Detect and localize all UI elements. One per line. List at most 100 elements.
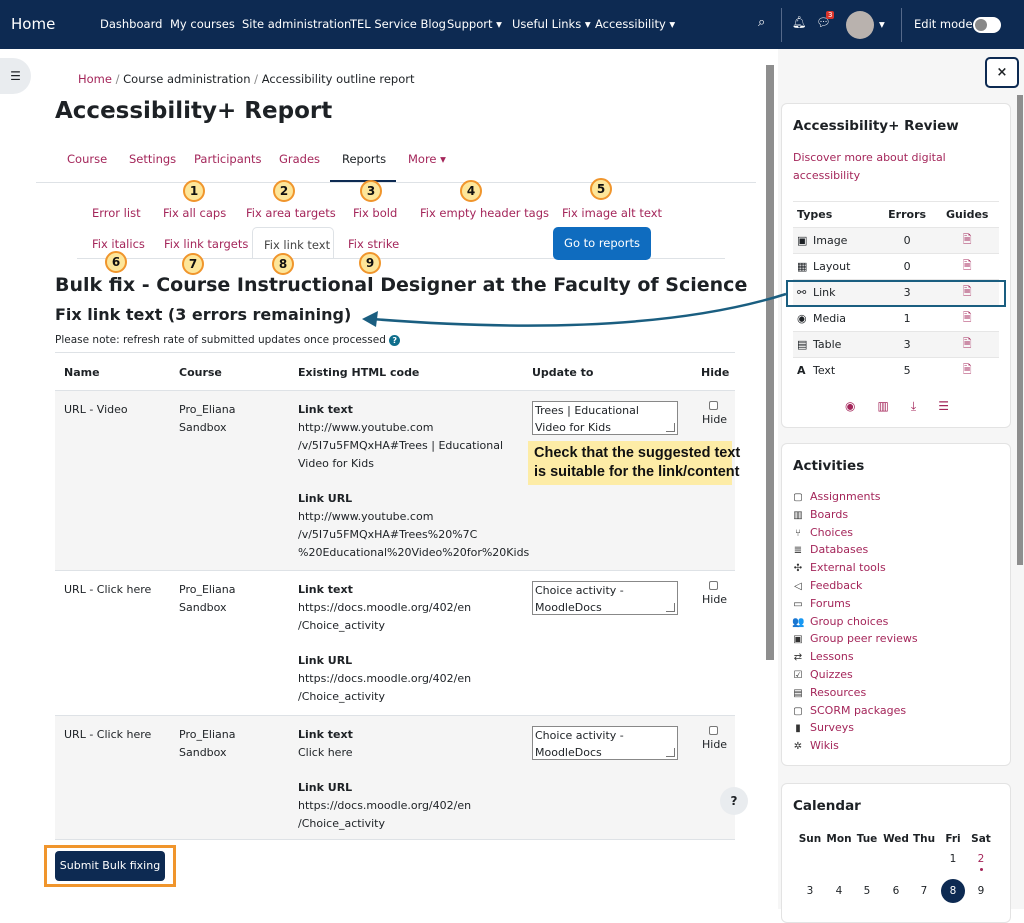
tab-fix-area-targets[interactable]: Fix area targets xyxy=(246,206,336,220)
hide-checkbox[interactable] xyxy=(709,401,718,410)
drawer-scrollbar[interactable] xyxy=(1017,95,1023,565)
review-table: Types Errors Guides ▣ Image 0 🗎 ▦ Layout 0 🗎 ⚯ Link… xyxy=(793,201,999,384)
activity-wikis[interactable]: ✲ Wikis xyxy=(793,739,839,753)
activity-databases[interactable]: ≣ Databases xyxy=(793,543,869,557)
breadcrumb-current: Accessibility outline report xyxy=(261,72,415,86)
tab-fix-image-alt-text[interactable]: Fix image alt text xyxy=(562,206,663,220)
breadcrumb-home[interactable]: Home xyxy=(78,72,112,86)
review-row-layout: ▦ Layout 0 🗎 xyxy=(793,253,999,280)
nav-tel-blog[interactable]: TEL Service Blog xyxy=(350,17,446,31)
search-icon[interactable]: ⌕ xyxy=(758,15,766,30)
activity-forums[interactable]: ▭ Forums xyxy=(793,596,851,610)
activities-title: Activities xyxy=(793,458,865,474)
guide-document-icon[interactable]: 🗎 xyxy=(935,253,999,280)
hide-highlights-icon[interactable]: ◉ xyxy=(845,399,878,413)
calendar-date[interactable]: 4 xyxy=(835,885,843,897)
type-cell: ▦ Layout xyxy=(793,253,879,280)
update-to-textarea[interactable]: Trees | Educational Video for Kids xyxy=(532,401,678,435)
activity-resources[interactable]: ▤ Resources xyxy=(793,685,867,699)
bell-icon[interactable]: 🔔︎ xyxy=(792,15,807,29)
edit-mode-toggle[interactable] xyxy=(973,17,1001,33)
discover-accessibility-link[interactable]: Discover more about digital accessibility xyxy=(793,151,946,182)
tab-fix-link-text[interactable]: Fix link text xyxy=(252,227,334,259)
help-icon[interactable]: ? xyxy=(389,335,401,346)
activity-group-peer-reviews[interactable]: ▣ Group peer reviews xyxy=(793,632,918,646)
calendar-date[interactable]: 2 xyxy=(977,853,985,865)
tab-fix-link-text-label: Fix link text xyxy=(264,238,331,252)
tab-fix-strike[interactable]: Fix strike xyxy=(348,237,400,251)
drawer-toggle-button[interactable]: ☰ xyxy=(0,58,31,94)
submit-bulk-fixing-button[interactable]: Submit Bulk fixing xyxy=(55,851,165,881)
activity-external-tools[interactable]: ✣ External tools xyxy=(793,561,886,575)
list-icon[interactable]: ☰ xyxy=(938,399,971,413)
text-icon: A xyxy=(797,364,806,378)
breadcrumb-course-admin[interactable]: Course administration xyxy=(123,72,251,86)
main-scrollbar[interactable] xyxy=(766,65,774,660)
chart-icon[interactable]: ▥ xyxy=(877,399,911,413)
tab-more[interactable]: More ▾ xyxy=(408,152,446,166)
errors-count: 0 xyxy=(878,253,936,280)
activity-boards[interactable]: ▥ Boards xyxy=(793,507,849,521)
annotation-highlight xyxy=(44,845,176,887)
calendar-date[interactable]: 9 xyxy=(977,885,985,897)
tab-fix-empty-header-tags[interactable]: Fix empty header tags xyxy=(420,206,549,220)
activity-assignments[interactable]: ▢ Assignments xyxy=(793,490,881,503)
activities-block: Activities xyxy=(781,443,1011,766)
update-to-textarea[interactable]: Choice activity - MoodleDocs xyxy=(532,581,678,615)
nav-support[interactable]: Support ▾ xyxy=(447,17,502,31)
tab-settings[interactable]: Settings xyxy=(129,152,177,166)
guide-document-icon[interactable]: 🗎 xyxy=(935,227,999,254)
activity-choices[interactable]: ⑂ Choices xyxy=(792,526,853,539)
guide-document-icon[interactable]: 🗎 xyxy=(935,305,999,332)
activity-feedback[interactable]: ◁ Feedback xyxy=(792,579,862,592)
nav-my-courses[interactable]: My courses xyxy=(170,17,235,31)
avatar[interactable] xyxy=(846,11,874,39)
close-drawer-button[interactable]: × xyxy=(985,57,1019,88)
tab-participants[interactable]: Participants xyxy=(194,152,262,166)
row-name: URL - Click here xyxy=(64,583,152,596)
existing-html: Link text http://www.youtube.com/v/5I7u5… xyxy=(298,403,530,559)
calendar-date[interactable]: 3 xyxy=(806,885,814,897)
download-icon[interactable]: ⤓ xyxy=(910,399,939,413)
tab-fix-link-targets[interactable]: Fix link targets xyxy=(164,237,249,251)
nav-useful-links[interactable]: Useful Links ▾ xyxy=(512,17,591,31)
column-header-course: Course xyxy=(179,366,222,379)
tab-reports[interactable]: Reports xyxy=(342,152,387,166)
tab-fix-bold[interactable]: Fix bold xyxy=(353,206,398,220)
guide-document-icon[interactable]: 🗎 xyxy=(935,279,999,306)
hide-checkbox[interactable] xyxy=(709,726,718,735)
media-icon: ◉ xyxy=(797,312,807,325)
tab-grades[interactable]: Grades xyxy=(279,152,321,166)
calendar-today[interactable]: 8 xyxy=(941,879,965,903)
chevron-down-icon[interactable]: ▾ xyxy=(879,17,885,31)
nav-accessibility[interactable]: Accessibility ▾ xyxy=(595,17,676,31)
update-to-textarea[interactable]: Choice activity - MoodleDocs xyxy=(532,726,678,760)
activity-lessons[interactable]: ⇄ Lessons xyxy=(793,650,854,664)
guide-document-icon[interactable]: 🗎 xyxy=(935,331,999,358)
nav-dashboard[interactable]: Dashboard xyxy=(100,17,163,31)
activity-quizzes[interactable]: ☑ Quizzes xyxy=(793,668,853,681)
calendar-date[interactable]: 7 xyxy=(920,885,928,897)
help-button[interactable]: ? xyxy=(720,787,748,815)
activity-scorm-packages[interactable]: ▢ SCORM packages xyxy=(793,703,907,717)
annotation-badge: 4 xyxy=(460,180,482,202)
tab-course[interactable]: Course xyxy=(67,152,108,166)
tab-fix-italics[interactable]: Fix italics xyxy=(92,237,145,251)
nav-site-admin[interactable]: Site administration xyxy=(242,17,352,31)
calendar-date[interactable]: 1 xyxy=(949,853,957,865)
calendar-date[interactable]: 5 xyxy=(863,885,871,897)
go-to-reports-button[interactable]: Go to reports xyxy=(553,227,651,260)
nav-home[interactable]: Home xyxy=(11,15,56,33)
hide-checkbox[interactable] xyxy=(709,581,718,590)
guide-document-icon[interactable]: 🗎 xyxy=(935,357,999,384)
callout-note: Check that the suggested text is suitable… xyxy=(528,441,740,485)
event-dot xyxy=(980,868,983,871)
calendar-date[interactable]: 6 xyxy=(892,885,900,897)
activity-surveys[interactable]: ▮ Surveys xyxy=(792,721,854,734)
row-name: URL - Video xyxy=(64,403,128,416)
tab-error-list[interactable]: Error list xyxy=(92,206,141,220)
course-tabs: Course Settings Participants Grades Repo… xyxy=(0,152,760,182)
review-row-link: ⚯ Link 3 🗎 xyxy=(793,279,999,306)
activity-group-choices[interactable]: 👥 Group choices xyxy=(792,614,889,628)
tab-fix-all-caps[interactable]: Fix all caps xyxy=(163,206,227,220)
